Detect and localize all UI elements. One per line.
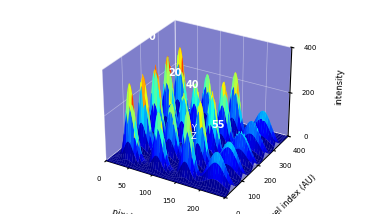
X-axis label: pixel index (AU): pixel index (AU): [111, 207, 177, 214]
Y-axis label: pixel index (AU): pixel index (AU): [264, 173, 318, 214]
